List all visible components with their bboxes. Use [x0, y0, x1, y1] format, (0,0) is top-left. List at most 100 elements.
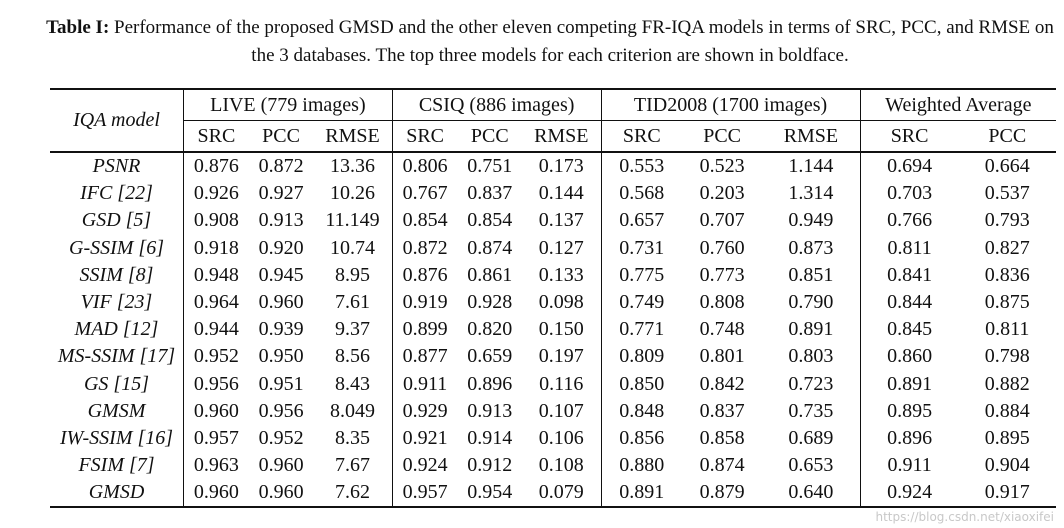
table-row: FSIM [7] 0.963 0.960 7.67 0.924 0.912 0.108 0.8…: [50, 452, 1056, 480]
model-column-header: IQA model: [50, 89, 184, 153]
value-cell: 0.127: [538, 236, 584, 259]
value-cell: 0.689: [788, 426, 834, 449]
metric-header: PCC: [703, 124, 742, 147]
value-cell: 0.854: [467, 209, 513, 232]
value-cell: 0.891: [600, 479, 683, 509]
value-cell: 0.957: [182, 424, 249, 453]
value-cell: 0.914: [467, 426, 513, 449]
value-cell: 0.775: [600, 261, 683, 289]
model-name-cell: PSNR: [92, 155, 141, 178]
value-cell: 0.944: [182, 316, 249, 344]
value-cell: 0.895: [859, 397, 959, 425]
value-cell: 0.896: [859, 424, 959, 453]
model-name-cell: GS [15]: [83, 372, 149, 395]
value-cell: 0.960: [182, 397, 249, 425]
value-cell: 0.766: [859, 207, 959, 235]
value-cell: 10.74: [330, 236, 376, 259]
value-cell: 0.939: [258, 318, 304, 341]
value-cell: 0.803: [788, 345, 834, 368]
value-cell: 0.927: [258, 182, 304, 205]
table-row: G-SSIM [6] 0.918 0.920 10.74 0.872 0.874 0.127…: [50, 234, 1056, 262]
group-header-weighted: Weighted Average: [859, 89, 1056, 121]
value-cell: 0.879: [682, 479, 763, 509]
value-cell: 0.144: [538, 182, 584, 205]
value-cell: 0.837: [467, 182, 513, 205]
value-cell: 0.808: [699, 291, 745, 314]
value-cell: 0.913: [258, 209, 304, 232]
value-cell: 0.954: [457, 479, 523, 509]
value-cell: 8.95: [335, 263, 371, 286]
table-row: IFC [22] 0.926 0.927 10.26 0.767 0.837 0.144 0.…: [50, 180, 1056, 208]
value-cell: 0.952: [258, 426, 304, 449]
value-cell: 0.703: [859, 180, 959, 208]
value-cell: 0.723: [788, 372, 834, 395]
metric-header: SRC: [600, 120, 683, 152]
value-cell: 8.35: [335, 426, 371, 449]
value-cell: 0.845: [859, 316, 959, 344]
value-cell: 0.760: [699, 236, 745, 259]
value-cell: 0.948: [182, 261, 249, 289]
value-cell: 0.793: [984, 209, 1030, 232]
value-cell: 0.749: [600, 288, 683, 317]
value-cell: 0.836: [984, 263, 1030, 286]
value-cell: 0.911: [391, 370, 458, 398]
value-cell: 0.960: [182, 479, 249, 509]
value-cell: 11.149: [325, 209, 380, 232]
metric-header: PCC: [262, 124, 300, 147]
table-row: GMSM 0.960 0.956 8.049 0.929 0.913 0.107 0.848 0…: [50, 397, 1056, 425]
value-cell: 0.957: [391, 479, 458, 509]
value-cell: 0.790: [788, 291, 834, 314]
group-header-csiq: CSIQ (886 images): [391, 89, 602, 121]
value-cell: 0.921: [391, 424, 458, 453]
value-cell: 0.657: [600, 207, 683, 235]
model-name-cell: GSD [5]: [81, 209, 152, 232]
metric-header: PCC: [988, 124, 1027, 147]
value-cell: 0.963: [182, 452, 249, 480]
value-cell: 0.133: [538, 263, 584, 286]
value-cell: 0.107: [538, 399, 584, 422]
model-name-cell: FSIM [7]: [78, 454, 155, 477]
metric-header: RMSE: [325, 124, 380, 147]
value-cell: 0.116: [539, 372, 584, 395]
value-cell: 0.929: [391, 397, 458, 425]
value-cell: 8.049: [330, 399, 376, 422]
table-row: MAD [12] 0.944 0.939 9.37 0.899 0.820 0.150 0.7…: [50, 316, 1056, 344]
value-cell: 0.842: [699, 372, 745, 395]
value-cell: 0.108: [538, 454, 584, 477]
value-cell: 9.37: [335, 318, 371, 341]
value-cell: 0.694: [859, 152, 959, 181]
table-row: VIF [23] 0.964 0.960 7.61 0.919 0.928 0.098 0.7…: [50, 288, 1056, 317]
model-name-cell: MS-SSIM [17]: [57, 345, 176, 368]
table-row: SSIM [8] 0.948 0.945 8.95 0.876 0.861 0.133 0.7…: [50, 261, 1056, 289]
value-cell: 0.751: [467, 155, 513, 178]
value-cell: 0.858: [699, 426, 745, 449]
value-cell: 0.860: [859, 343, 959, 371]
metric-header: RMSE: [783, 124, 839, 147]
value-cell: 0.748: [699, 318, 745, 341]
value-cell: 0.861: [467, 263, 513, 286]
model-name-cell: IW-SSIM [16]: [59, 426, 174, 449]
value-cell: 0.949: [788, 209, 834, 232]
value-cell: 1.144: [788, 155, 834, 178]
value-cell: 0.891: [859, 370, 959, 398]
value-cell: 0.960: [248, 479, 314, 509]
value-cell: 8.56: [335, 345, 371, 368]
value-cell: 0.882: [984, 372, 1030, 395]
value-cell: 0.896: [467, 372, 513, 395]
value-cell: 0.837: [699, 399, 745, 422]
table-row: GS [15] 0.956 0.951 8.43 0.911 0.896 0.116 0.85…: [50, 370, 1056, 398]
value-cell: 0.924: [391, 452, 458, 480]
value-cell: 0.956: [258, 399, 304, 422]
value-cell: 0.952: [182, 343, 249, 371]
value-cell: 0.924: [859, 479, 959, 509]
value-cell: 0.079: [522, 479, 602, 509]
value-cell: 0.917: [958, 479, 1056, 509]
table-row: GSD [5] 0.908 0.913 11.149 0.854 0.854 0.137 0.…: [50, 207, 1056, 235]
value-cell: 0.872: [258, 155, 304, 178]
value-cell: 0.811: [985, 318, 1030, 341]
group-header-tid2008: TID2008 (1700 images): [600, 89, 861, 121]
value-cell: 0.098: [538, 291, 584, 314]
value-cell: 0.919: [391, 288, 458, 317]
value-cell: 0.880: [600, 452, 683, 480]
model-name-cell: IFC [22]: [80, 182, 153, 205]
